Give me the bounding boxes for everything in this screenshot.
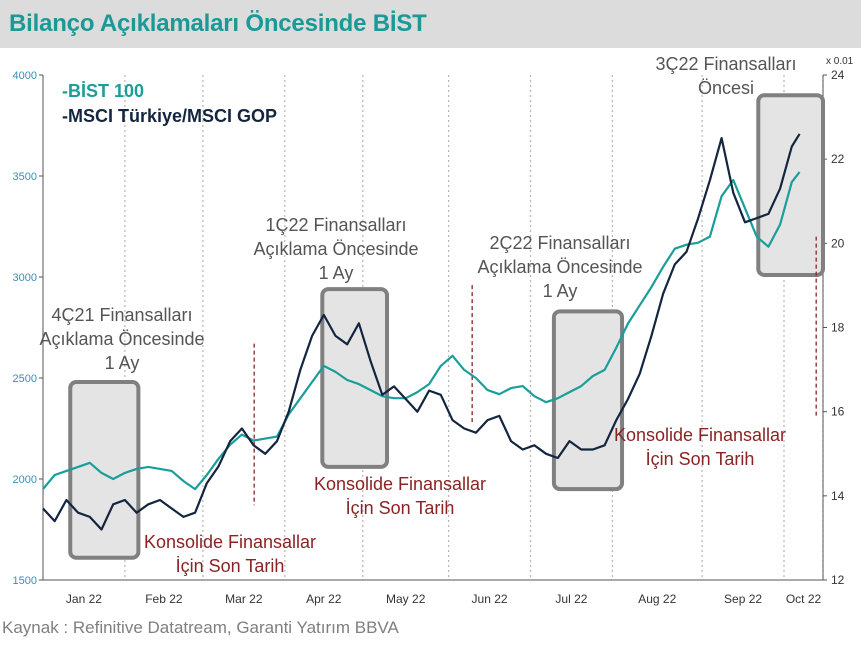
x-month-label: Oct 22 xyxy=(786,592,822,606)
highlight-box xyxy=(551,309,625,492)
highlight-box xyxy=(68,380,141,560)
annotation-konsolide-2: İçin Son Tarih xyxy=(346,498,455,518)
y-right-tick-label: 18 xyxy=(831,321,845,335)
annotation-q2-22: 2Ç22 Finansalları xyxy=(489,233,630,253)
series-line-bist xyxy=(42,171,801,491)
y-right-tick-label: 14 xyxy=(831,489,845,503)
annotation-konsolide-2: Konsolide Finansallar xyxy=(314,474,486,494)
x-month-label: Sep 22 xyxy=(724,592,762,606)
y-right-tick-label: 16 xyxy=(831,405,845,419)
x-month-label: Apr 22 xyxy=(306,592,342,606)
annotation-konsolide-3: İçin Son Tarih xyxy=(646,449,755,469)
chart: 1500 2000 2500 3000 3500 4000 12 14 16 18 20 22 24x … xyxy=(13,54,854,606)
annotation-q4-21: Açıklama Öncesinde xyxy=(39,329,204,349)
y-left-tick-label: 2000 xyxy=(13,474,37,486)
legend-msci: -MSCI Türkiye/MSCI GOP xyxy=(62,106,277,126)
y-right-tick-label: 24 xyxy=(831,68,845,82)
y-right-tick-label: 20 xyxy=(831,236,845,250)
y-left-tick-label: 2500 xyxy=(13,373,37,385)
annotation-q4-21: 4Ç21 Finansalları xyxy=(51,305,192,325)
annotation-q4-21: 1 Ay xyxy=(105,353,140,373)
x-month-label: May 22 xyxy=(386,592,426,606)
x-month-label: Mar 22 xyxy=(225,592,263,606)
y-right-tick-label: 22 xyxy=(831,152,845,166)
y-right-multiplier: x 0.01 xyxy=(826,56,854,67)
annotation-q1-22: 1Ç22 Finansalları xyxy=(265,215,406,235)
annotation-konsolide-3: Konsolide Finansallar xyxy=(614,425,786,445)
annotation-q2-22: Açıklama Öncesinde xyxy=(477,257,642,277)
annotation-q3-22: Öncesi xyxy=(698,78,754,98)
x-month-label: Feb 22 xyxy=(145,592,183,606)
series-line-msci xyxy=(42,133,801,531)
x-month-label: Jul 22 xyxy=(555,592,587,606)
legend-bist: -BİST 100 xyxy=(62,81,144,101)
y-left-tick-label: 3500 xyxy=(13,171,37,183)
y-left-tick-label: 4000 xyxy=(13,70,37,82)
y-right-tick-label: 12 xyxy=(831,573,845,587)
source-note: Kaynak : Refinitive Datatream, Garanti Y… xyxy=(2,618,399,637)
annotation-konsolide-1: İçin Son Tarih xyxy=(176,556,285,576)
annotation-q3-22: 3Ç22 Finansalları xyxy=(655,54,796,74)
x-month-label: Jun 22 xyxy=(472,592,508,606)
x-month-label: Jan 22 xyxy=(66,592,102,606)
x-month-label: Aug 22 xyxy=(638,592,676,606)
annotation-q1-22: Açıklama Öncesinde xyxy=(253,239,418,259)
annotation-q2-22: 1 Ay xyxy=(543,281,578,301)
y-left-tick-label: 1500 xyxy=(13,575,37,587)
title-bar: Bilanço Açıklamaları Öncesinde BİST xyxy=(0,0,861,48)
page-title: Bilanço Açıklamaları Öncesinde BİST xyxy=(9,10,427,37)
y-left-tick-label: 3000 xyxy=(13,272,37,284)
annotation-q1-22: 1 Ay xyxy=(319,263,354,283)
annotation-konsolide-1: Konsolide Finansallar xyxy=(144,532,316,552)
highlight-box xyxy=(320,287,390,469)
